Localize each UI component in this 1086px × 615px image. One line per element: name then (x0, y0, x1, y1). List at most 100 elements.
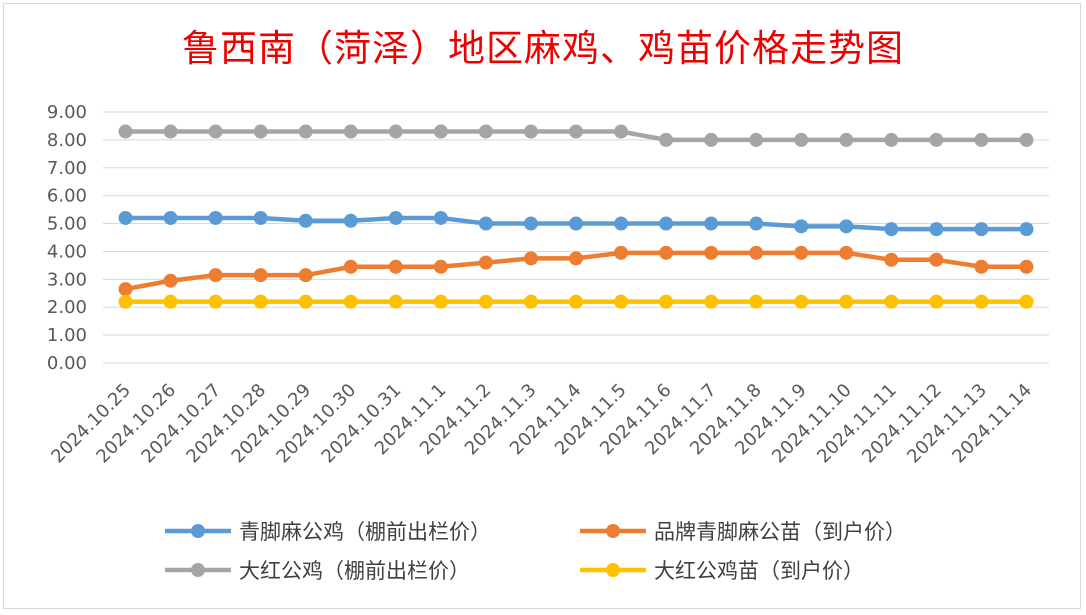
y-tick-label: 4.00 (47, 241, 87, 262)
data-point (974, 222, 989, 237)
data-point (659, 216, 674, 231)
data-point (884, 222, 899, 237)
data-point (929, 294, 944, 309)
y-tick-label: 6.00 (47, 186, 87, 207)
data-point (343, 124, 358, 139)
data-point (163, 124, 178, 139)
data-point (253, 124, 268, 139)
data-point (569, 251, 583, 266)
data-point (839, 294, 854, 309)
data-point (974, 259, 989, 274)
data-point (614, 216, 629, 231)
data-point (388, 259, 403, 274)
data-point (523, 251, 538, 266)
data-point (974, 294, 989, 309)
legend-label: 品牌青脚麻公苗（到户价） (654, 520, 906, 544)
data-point (388, 124, 403, 139)
chart-title: 鲁西南（菏泽）地区麻鸡、鸡苗价格走势图 (182, 27, 904, 70)
data-point (478, 294, 493, 309)
legend-marker (191, 524, 205, 538)
data-point (929, 252, 944, 267)
data-point (704, 132, 719, 147)
legend-marker (606, 524, 620, 538)
data-point (253, 294, 268, 309)
data-point (118, 294, 133, 309)
data-point (569, 294, 583, 309)
data-point (929, 132, 944, 147)
data-point (343, 259, 358, 274)
data-point (163, 273, 178, 288)
data-point (118, 124, 133, 139)
y-tick-label: 9.00 (47, 102, 87, 123)
data-point (343, 294, 358, 309)
data-point (1019, 259, 1034, 274)
data-point (163, 294, 178, 309)
data-point (884, 252, 899, 267)
data-point (298, 268, 313, 283)
legend-label: 青脚麻公鸡（棚前出栏价） (239, 520, 491, 544)
data-point (794, 132, 809, 147)
data-point (208, 294, 223, 309)
data-point (478, 124, 493, 139)
data-point (253, 268, 268, 283)
data-point (749, 132, 764, 147)
data-point (749, 294, 764, 309)
data-point (704, 216, 719, 231)
data-point (884, 132, 899, 147)
legend-label: 大红公鸡苗（到户价） (654, 559, 864, 583)
data-point (614, 294, 629, 309)
data-point (523, 124, 538, 139)
y-tick-label: 5.00 (47, 214, 87, 235)
data-point (614, 245, 629, 260)
data-point (569, 216, 583, 231)
data-point (433, 124, 448, 139)
data-point (659, 245, 674, 260)
data-point (523, 294, 538, 309)
data-point (388, 210, 403, 225)
legend-label: 大红公鸡（棚前出栏价） (239, 559, 470, 583)
data-point (704, 294, 719, 309)
y-tick-label: 0.00 (47, 353, 87, 374)
data-point (704, 245, 719, 260)
data-point (298, 124, 313, 139)
data-point (253, 210, 268, 225)
data-point (749, 216, 764, 231)
y-tick-label: 1.00 (47, 325, 87, 346)
data-point (839, 245, 854, 260)
data-point (659, 294, 674, 309)
data-point (208, 210, 223, 225)
data-point (839, 132, 854, 147)
data-point (298, 213, 313, 228)
data-point (749, 245, 764, 260)
data-point (884, 294, 899, 309)
legend-marker (606, 563, 620, 577)
data-point (433, 259, 448, 274)
data-point (343, 213, 358, 228)
data-point (1019, 294, 1034, 309)
data-point (1019, 132, 1034, 147)
data-point (388, 294, 403, 309)
data-point (794, 294, 809, 309)
data-point (478, 255, 493, 270)
y-tick-label: 3.00 (47, 269, 87, 290)
data-point (794, 245, 809, 260)
data-point (118, 210, 133, 225)
data-point (794, 219, 809, 234)
data-point (298, 294, 313, 309)
data-point (659, 132, 674, 147)
data-point (118, 282, 133, 297)
data-point (1019, 222, 1034, 237)
legend-marker (191, 563, 205, 577)
data-point (974, 132, 989, 147)
data-point (433, 294, 448, 309)
data-point (208, 268, 223, 283)
data-point (614, 124, 629, 139)
data-point (839, 219, 854, 234)
data-point (929, 222, 944, 237)
y-tick-label: 2.00 (47, 297, 87, 318)
data-point (163, 210, 178, 225)
data-point (523, 216, 538, 231)
data-point (433, 210, 448, 225)
data-point (478, 216, 493, 231)
